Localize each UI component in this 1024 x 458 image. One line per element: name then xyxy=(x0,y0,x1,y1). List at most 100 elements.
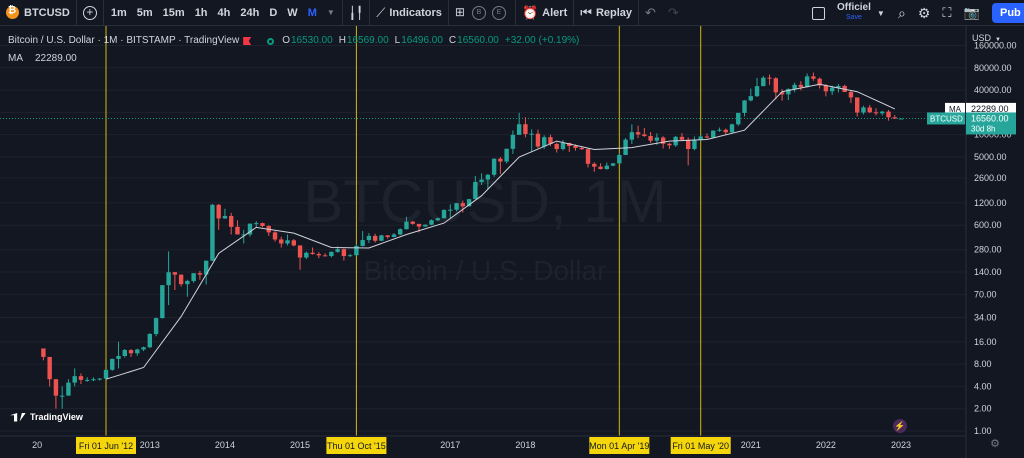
timeframe-1m-button[interactable]: 1m xyxy=(110,6,127,19)
candle-body xyxy=(197,273,203,275)
lightning-icon[interactable]: ⚡ xyxy=(893,419,907,433)
timeframe-5m-button[interactable]: 5m xyxy=(136,6,153,19)
fullscreen-icon[interactable]: ⛶ xyxy=(942,5,952,20)
candle-body xyxy=(704,136,710,138)
layout-chevron-icon[interactable]: ▼ xyxy=(876,8,885,18)
chart-legend: Bitcoin / U.S. Dollar · 1M · BITSTAMP · … xyxy=(8,32,585,68)
candle-body xyxy=(103,369,109,379)
tradingview-logo[interactable]: TradingView xyxy=(10,412,83,422)
candle-body xyxy=(203,260,209,275)
candle-body xyxy=(629,132,635,140)
badge-b-button[interactable]: B xyxy=(471,5,486,20)
candle-body xyxy=(222,215,228,219)
candle-body xyxy=(448,209,453,211)
publish-button[interactable]: Pub xyxy=(992,3,1024,23)
candle-body xyxy=(178,274,184,285)
candle-body xyxy=(460,203,466,207)
candle-body xyxy=(160,285,165,319)
candle-body xyxy=(322,255,328,257)
undo-button[interactable]: ↶ xyxy=(639,0,662,26)
candle-body xyxy=(767,77,772,79)
price-tick-label: 2.00 xyxy=(974,404,992,414)
candle-body xyxy=(78,376,84,380)
candle-body xyxy=(748,96,753,101)
watermark-sub: Bitcoin / U.S. Dollar xyxy=(364,255,607,286)
candle-body xyxy=(272,232,278,240)
time-axis-label: 2018 xyxy=(515,440,535,450)
candle-body xyxy=(867,107,872,113)
candle-body xyxy=(166,272,171,286)
candle-body xyxy=(585,149,591,164)
search-icon[interactable]: ⌕ xyxy=(898,4,906,21)
top-toolbar: BTCUSD + 1m 5m 15m 1h 4h 24h DWM ▼ ╽╿ ⟋ Indicat… xyxy=(0,0,1024,26)
symbol-search-button[interactable]: BTCUSD xyxy=(0,0,77,26)
candle-body xyxy=(329,251,334,257)
price-tick-label: 16.00 xyxy=(974,337,997,347)
candle-body xyxy=(736,112,741,125)
candle-body xyxy=(648,136,653,141)
redo-icon: ↷ xyxy=(667,4,679,20)
price-tag-label: BTCUSD xyxy=(930,114,963,123)
timeframe-m-button[interactable]: M xyxy=(307,6,317,19)
chart-type-button[interactable]: ╽╿ xyxy=(343,0,371,26)
candle-body xyxy=(91,379,96,381)
legend-ma-row[interactable]: MA 22289.00 xyxy=(8,50,585,68)
candle-body xyxy=(491,158,497,175)
timeframe-4h-button[interactable]: 4h xyxy=(217,6,231,19)
timeframe-d-button[interactable]: D xyxy=(269,6,278,19)
legend-high-value: 16569.00 xyxy=(346,35,389,46)
indicators-button[interactable]: ⟋ Indicators xyxy=(370,0,449,26)
compare-symbol-button[interactable]: + xyxy=(77,0,104,26)
time-axis-label: 20 xyxy=(32,440,42,450)
flag-icon[interactable] xyxy=(243,37,252,45)
candle-body xyxy=(260,223,265,227)
price-tag-value-bg xyxy=(966,112,1016,135)
candle-body xyxy=(698,136,703,140)
candle-body xyxy=(485,174,491,180)
candle-body xyxy=(529,133,534,135)
candle-body xyxy=(235,226,240,235)
timeframe-24h-button[interactable]: 24h xyxy=(240,6,260,19)
timeframe-15m-button[interactable]: 15m xyxy=(162,6,185,19)
templates-grid-icon[interactable]: ⊞ xyxy=(454,5,465,19)
time-axis-label: 2013 xyxy=(140,440,160,450)
badge-e-button[interactable]: E xyxy=(491,5,506,20)
timeframe-1h-button[interactable]: 1h xyxy=(194,6,208,19)
price-axis-currency-chevron[interactable]: ▼ xyxy=(995,37,1001,43)
axis-settings-gear-icon[interactable]: ⚙ xyxy=(990,438,1000,450)
candle-body xyxy=(560,142,566,150)
layout-group: Officiel Save ▼ xyxy=(812,0,885,26)
candle-body xyxy=(754,86,760,97)
layout-name-button[interactable]: Officiel Save xyxy=(837,3,871,23)
layout-select-icon[interactable] xyxy=(812,6,825,20)
camera-icon[interactable]: 📷 xyxy=(963,5,980,20)
timeframe-w-button[interactable]: W xyxy=(287,6,298,19)
candles-icon: ╽╿ xyxy=(348,5,364,20)
chart-background xyxy=(0,26,1024,458)
candle-body xyxy=(685,139,691,149)
price-axis-currency[interactable]: USD xyxy=(972,33,992,43)
replay-button[interactable]: ⏮ Replay xyxy=(574,0,640,26)
redo-button[interactable]: ↷ xyxy=(662,0,685,26)
indicators-label: Indicators xyxy=(389,6,442,19)
alert-label: Alert xyxy=(542,6,568,19)
price-tick-label: 2600.00 xyxy=(974,173,1007,183)
price-chart[interactable]: BTCUSD, 1M Bitcoin / U.S. Dollar USD ▼ 1… xyxy=(0,26,1024,458)
candle-body xyxy=(717,129,722,131)
timeframe-chevron-icon[interactable]: ▼ xyxy=(326,8,335,17)
candle-body xyxy=(855,97,860,113)
legend-title[interactable]: Bitcoin / U.S. Dollar · 1M · BITSTAMP · … xyxy=(8,35,240,46)
candle-body xyxy=(454,203,459,210)
alert-button[interactable]: ⏰ Alert xyxy=(516,0,575,26)
candle-body xyxy=(523,124,528,135)
gear-icon[interactable]: ⚙ xyxy=(917,4,931,21)
candle-body xyxy=(241,234,246,236)
price-axis-background[interactable] xyxy=(966,26,1024,458)
candle-body xyxy=(122,350,127,356)
price-tick-label: 34.00 xyxy=(974,313,997,323)
candle-body xyxy=(567,142,572,147)
candle-body xyxy=(429,220,434,225)
candle-body xyxy=(347,255,353,257)
candle-body xyxy=(116,355,121,359)
candle-body xyxy=(210,204,215,261)
